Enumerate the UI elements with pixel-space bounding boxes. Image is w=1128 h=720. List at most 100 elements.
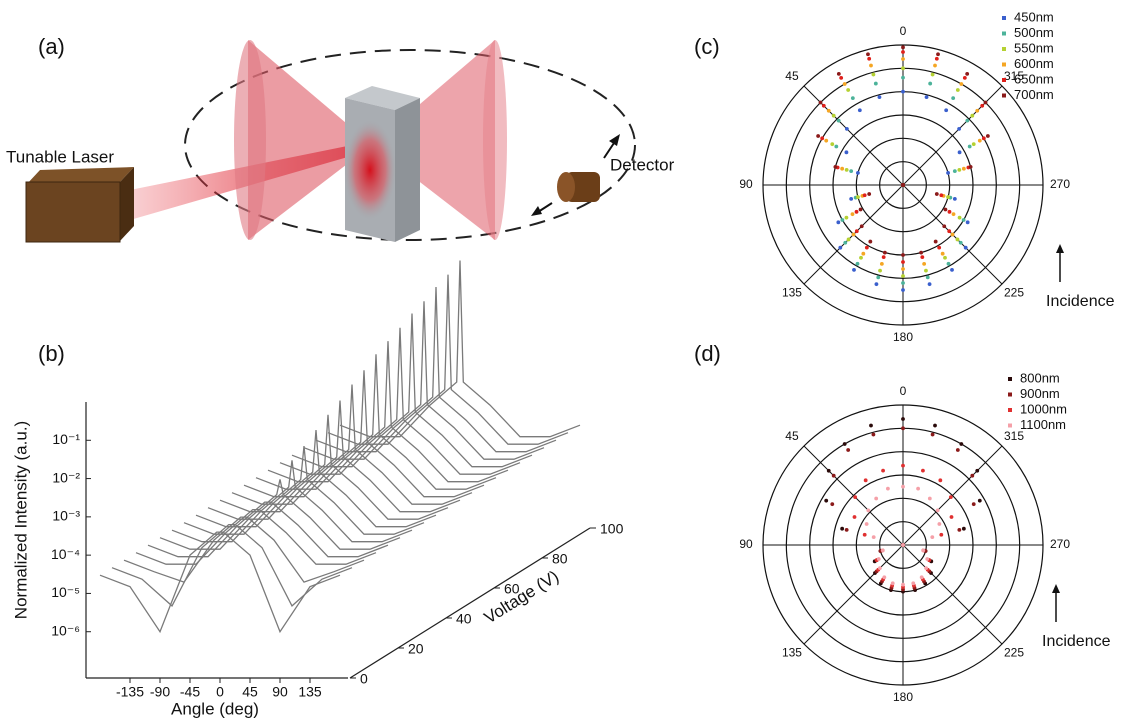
data-point	[921, 469, 925, 473]
data-point	[966, 220, 970, 224]
data-point	[840, 167, 844, 171]
theta-tick-label: 90	[739, 177, 753, 191]
data-point	[824, 139, 828, 143]
panel-label: (b)	[38, 341, 65, 366]
data-point	[950, 515, 954, 519]
trace	[316, 287, 556, 452]
theta-tick-label: 135	[782, 285, 802, 299]
data-point	[846, 448, 850, 452]
legend-label: 450nm	[1014, 9, 1054, 24]
data-point	[901, 183, 905, 187]
data-point	[984, 101, 988, 105]
data-point	[924, 269, 928, 273]
data-point	[845, 150, 849, 154]
data-point	[840, 527, 844, 531]
spoke	[903, 545, 1002, 644]
data-point	[901, 426, 905, 430]
data-point	[859, 256, 863, 260]
data-point	[930, 535, 934, 539]
data-point	[866, 508, 870, 512]
annotation: Incidence	[1046, 293, 1115, 310]
data-point	[836, 220, 840, 224]
laser-box	[26, 182, 120, 242]
data-point	[845, 528, 849, 532]
legend-marker	[1008, 424, 1012, 428]
theta-tick-label: 45	[785, 429, 799, 443]
theta-tick-label: 90	[739, 537, 753, 551]
data-point	[946, 195, 950, 199]
legend-label: 1100nm	[1020, 417, 1066, 432]
data-point	[878, 566, 882, 570]
theta-tick-label: 180	[893, 690, 913, 704]
data-point	[956, 448, 960, 452]
data-point	[928, 82, 932, 86]
data-point	[964, 246, 968, 250]
data-point	[953, 169, 957, 173]
data-point	[911, 581, 915, 585]
data-point	[956, 238, 960, 242]
data-point	[959, 442, 963, 446]
data-point	[936, 508, 940, 512]
data-point	[881, 549, 885, 553]
data-point	[881, 469, 885, 473]
data-point	[837, 72, 841, 76]
data-point	[864, 478, 868, 482]
data-point	[856, 262, 860, 266]
data-point	[928, 282, 932, 286]
data-point	[901, 583, 905, 587]
data-point	[882, 255, 886, 259]
data-point	[880, 262, 884, 266]
arrow-head	[1056, 244, 1064, 253]
data-point	[820, 136, 824, 140]
data-point	[901, 253, 905, 257]
data-point	[947, 262, 951, 266]
data-point	[934, 240, 938, 244]
data-point	[851, 212, 855, 216]
data-point	[872, 73, 876, 77]
z-tick-label: 40	[456, 611, 472, 627]
data-point	[901, 66, 905, 70]
data-point	[972, 142, 976, 146]
data-point	[931, 433, 935, 437]
data-point	[916, 487, 920, 491]
data-point	[922, 262, 926, 266]
data-point	[855, 210, 859, 214]
trace	[292, 314, 532, 467]
data-point	[837, 119, 841, 123]
data-point	[851, 96, 855, 100]
data-point	[852, 233, 856, 237]
x-tick-label: -135	[116, 684, 144, 700]
data-point	[959, 241, 963, 245]
data-point	[832, 114, 836, 118]
data-point	[865, 246, 869, 250]
data-point	[856, 195, 860, 199]
cone-base	[483, 40, 507, 240]
data-point	[935, 192, 939, 196]
data-point	[830, 502, 834, 506]
data-point	[901, 90, 905, 94]
data-point	[962, 527, 966, 531]
data-point	[838, 246, 842, 250]
trace	[232, 385, 472, 505]
data-point	[901, 464, 905, 468]
data-point	[863, 533, 867, 537]
data-point	[986, 134, 990, 138]
theta-tick-label: 0	[900, 24, 907, 38]
panel-label: (a)	[38, 34, 65, 59]
theta-tick-label: 45	[785, 69, 799, 83]
data-point	[920, 255, 924, 259]
legend-marker	[1008, 393, 1012, 397]
data-point	[852, 268, 856, 272]
data-point	[847, 238, 851, 242]
data-point	[919, 251, 923, 255]
data-point	[970, 474, 974, 478]
x-axis-label: Angle (deg)	[171, 699, 259, 718]
data-point	[845, 216, 849, 220]
z-tick-label: 80	[552, 551, 568, 567]
z-axis-label: Voltage (V)	[481, 567, 562, 628]
trace	[304, 301, 544, 459]
x-tick-label: 0	[216, 684, 224, 700]
panel-d: (d)04590135180225270315800nm900nm1000nm1…	[694, 341, 1111, 704]
data-point	[978, 139, 982, 143]
data-point	[878, 269, 882, 273]
